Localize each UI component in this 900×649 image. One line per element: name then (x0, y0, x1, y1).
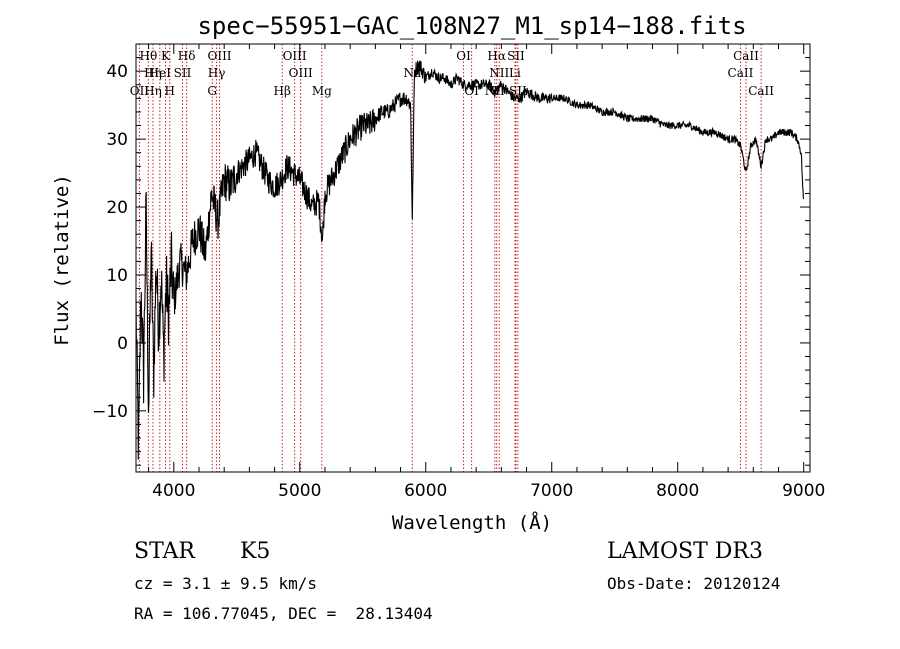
y-axis-label: Flux (relative) (51, 174, 73, 346)
line-label-sii: SII (174, 66, 192, 80)
line-label-caii: CaII (748, 84, 774, 98)
y-tick-label: 20 (106, 198, 128, 218)
line-label-sii: SII (507, 49, 525, 63)
line-label-caii: CaII (728, 66, 754, 80)
tick-labels: 4000 5000 6000 7000 8000 9000 −10 0 10 20 30 40 (92, 62, 825, 501)
line-label-oiii: OIII (289, 66, 313, 80)
x-tick-label: 4000 (152, 481, 195, 501)
line-label-k: K (161, 49, 171, 63)
y-tick-label: 10 (106, 266, 128, 286)
plot-frame (135, 43, 811, 473)
redshift-cz: cz = 3.1 ± 9.5 km/s (134, 574, 318, 593)
line-label-hδ: Hδ (178, 49, 196, 63)
line-label-oi: OI (456, 49, 471, 63)
spectrum-line (135, 60, 804, 460)
line-label-h: H (165, 84, 175, 98)
line-label-hei: HeI (149, 66, 172, 80)
y-tick-label: −10 (92, 402, 128, 422)
x-tick-label: 8000 (656, 481, 699, 501)
line-label-hη: Hη (144, 66, 162, 80)
y-tick-label: 0 (117, 334, 128, 354)
x-axis-label: Wavelength (Å) (392, 511, 552, 534)
line-label-oii: OII (130, 84, 150, 98)
line-label-g: G (207, 84, 217, 98)
spectral-line-markers (138, 44, 762, 472)
line-label-hθ: Hθ (139, 49, 157, 63)
x-tick-label: 5000 (278, 481, 321, 501)
line-label-nii: NII (489, 66, 509, 80)
x-tick-label: 7000 (530, 481, 573, 501)
line-label-hβ: Hβ (274, 84, 291, 98)
line-label-mg: Mg (312, 84, 332, 98)
survey-name: LAMOST DR3 (607, 539, 763, 564)
x-tick-label: 6000 (404, 481, 447, 501)
line-label-li: Li (509, 66, 521, 80)
object-subclass: K5 (240, 539, 271, 564)
sky-coordinates: RA = 106.77045, DEC = 28.13404 (134, 604, 433, 623)
line-label-oiii: OIII (283, 49, 307, 63)
x-tick-label: 9000 (782, 481, 825, 501)
y-tick-label: 30 (106, 130, 128, 150)
line-label-hγ: Hγ (208, 66, 226, 80)
chart-title: spec−55951−GAC_108N27_M1_sp14−188.fits (197, 12, 746, 40)
line-label-caii: CaII (733, 49, 759, 63)
line-label-hα: Hα (487, 49, 506, 63)
line-label-oiii: OIII (207, 49, 231, 63)
observation-date: Obs-Date: 20120124 (607, 574, 781, 593)
axis-ticks (136, 43, 810, 472)
line-label-hη: Hη (144, 84, 162, 98)
y-tick-label: 40 (106, 62, 128, 82)
object-class: STAR (134, 539, 195, 564)
